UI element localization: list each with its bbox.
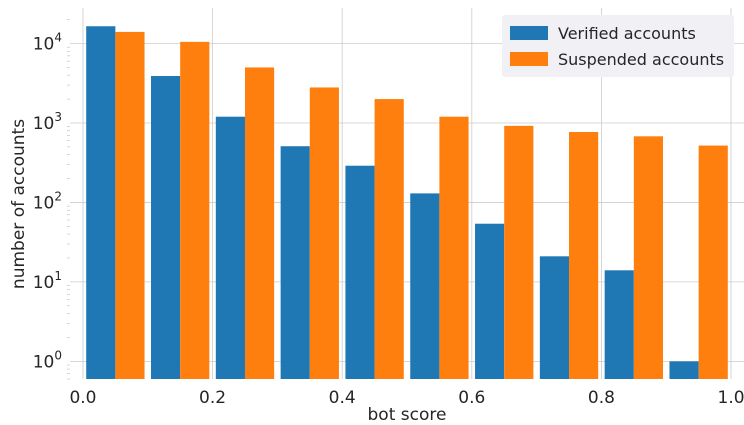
bar [309, 87, 339, 380]
bar [86, 26, 116, 379]
y-tick-label: 103 [33, 110, 62, 134]
bar [439, 116, 469, 379]
y-tick-label: 104 [33, 31, 62, 55]
legend-swatch [510, 26, 548, 40]
bar [698, 145, 728, 379]
bar [475, 223, 505, 379]
bar [180, 41, 210, 380]
axes: 0.0 0.2 0.4 0.6 0.8 1.0 100 101 102 103 104 [33, 19, 744, 408]
bar [604, 270, 634, 379]
x-tick-label: 0.8 [588, 388, 615, 408]
x-tick-label: 0.0 [69, 388, 96, 408]
y-tick-label: 101 [33, 269, 62, 293]
bar [374, 99, 404, 380]
legend-box [502, 15, 734, 77]
legend-entry: Verified accounts [558, 24, 696, 43]
y-tick-label: 102 [33, 189, 62, 213]
bar [504, 125, 534, 379]
x-tick-label: 0.6 [458, 388, 485, 408]
y-axis-label: number of accounts [9, 119, 29, 289]
bar [633, 136, 663, 379]
y-tick-label: 100 [33, 348, 62, 372]
bar [244, 67, 275, 379]
bar [151, 76, 181, 379]
bar [345, 165, 375, 379]
x-tick-label: 1.0 [718, 388, 744, 408]
x-tick-label: 0.2 [199, 388, 226, 408]
x-tick-label: 0.4 [329, 388, 356, 408]
legend-swatch [510, 52, 548, 66]
legend: Verified accounts Suspended accounts [502, 15, 734, 77]
bar [569, 132, 599, 379]
bar [280, 146, 310, 379]
legend-entry: Suspended accounts [558, 50, 724, 69]
bar [410, 193, 440, 379]
x-axis-label: bot score [368, 405, 447, 425]
bar [215, 116, 245, 379]
bar [539, 256, 570, 379]
bar [115, 31, 145, 379]
bars [86, 26, 728, 380]
bar [669, 361, 699, 379]
